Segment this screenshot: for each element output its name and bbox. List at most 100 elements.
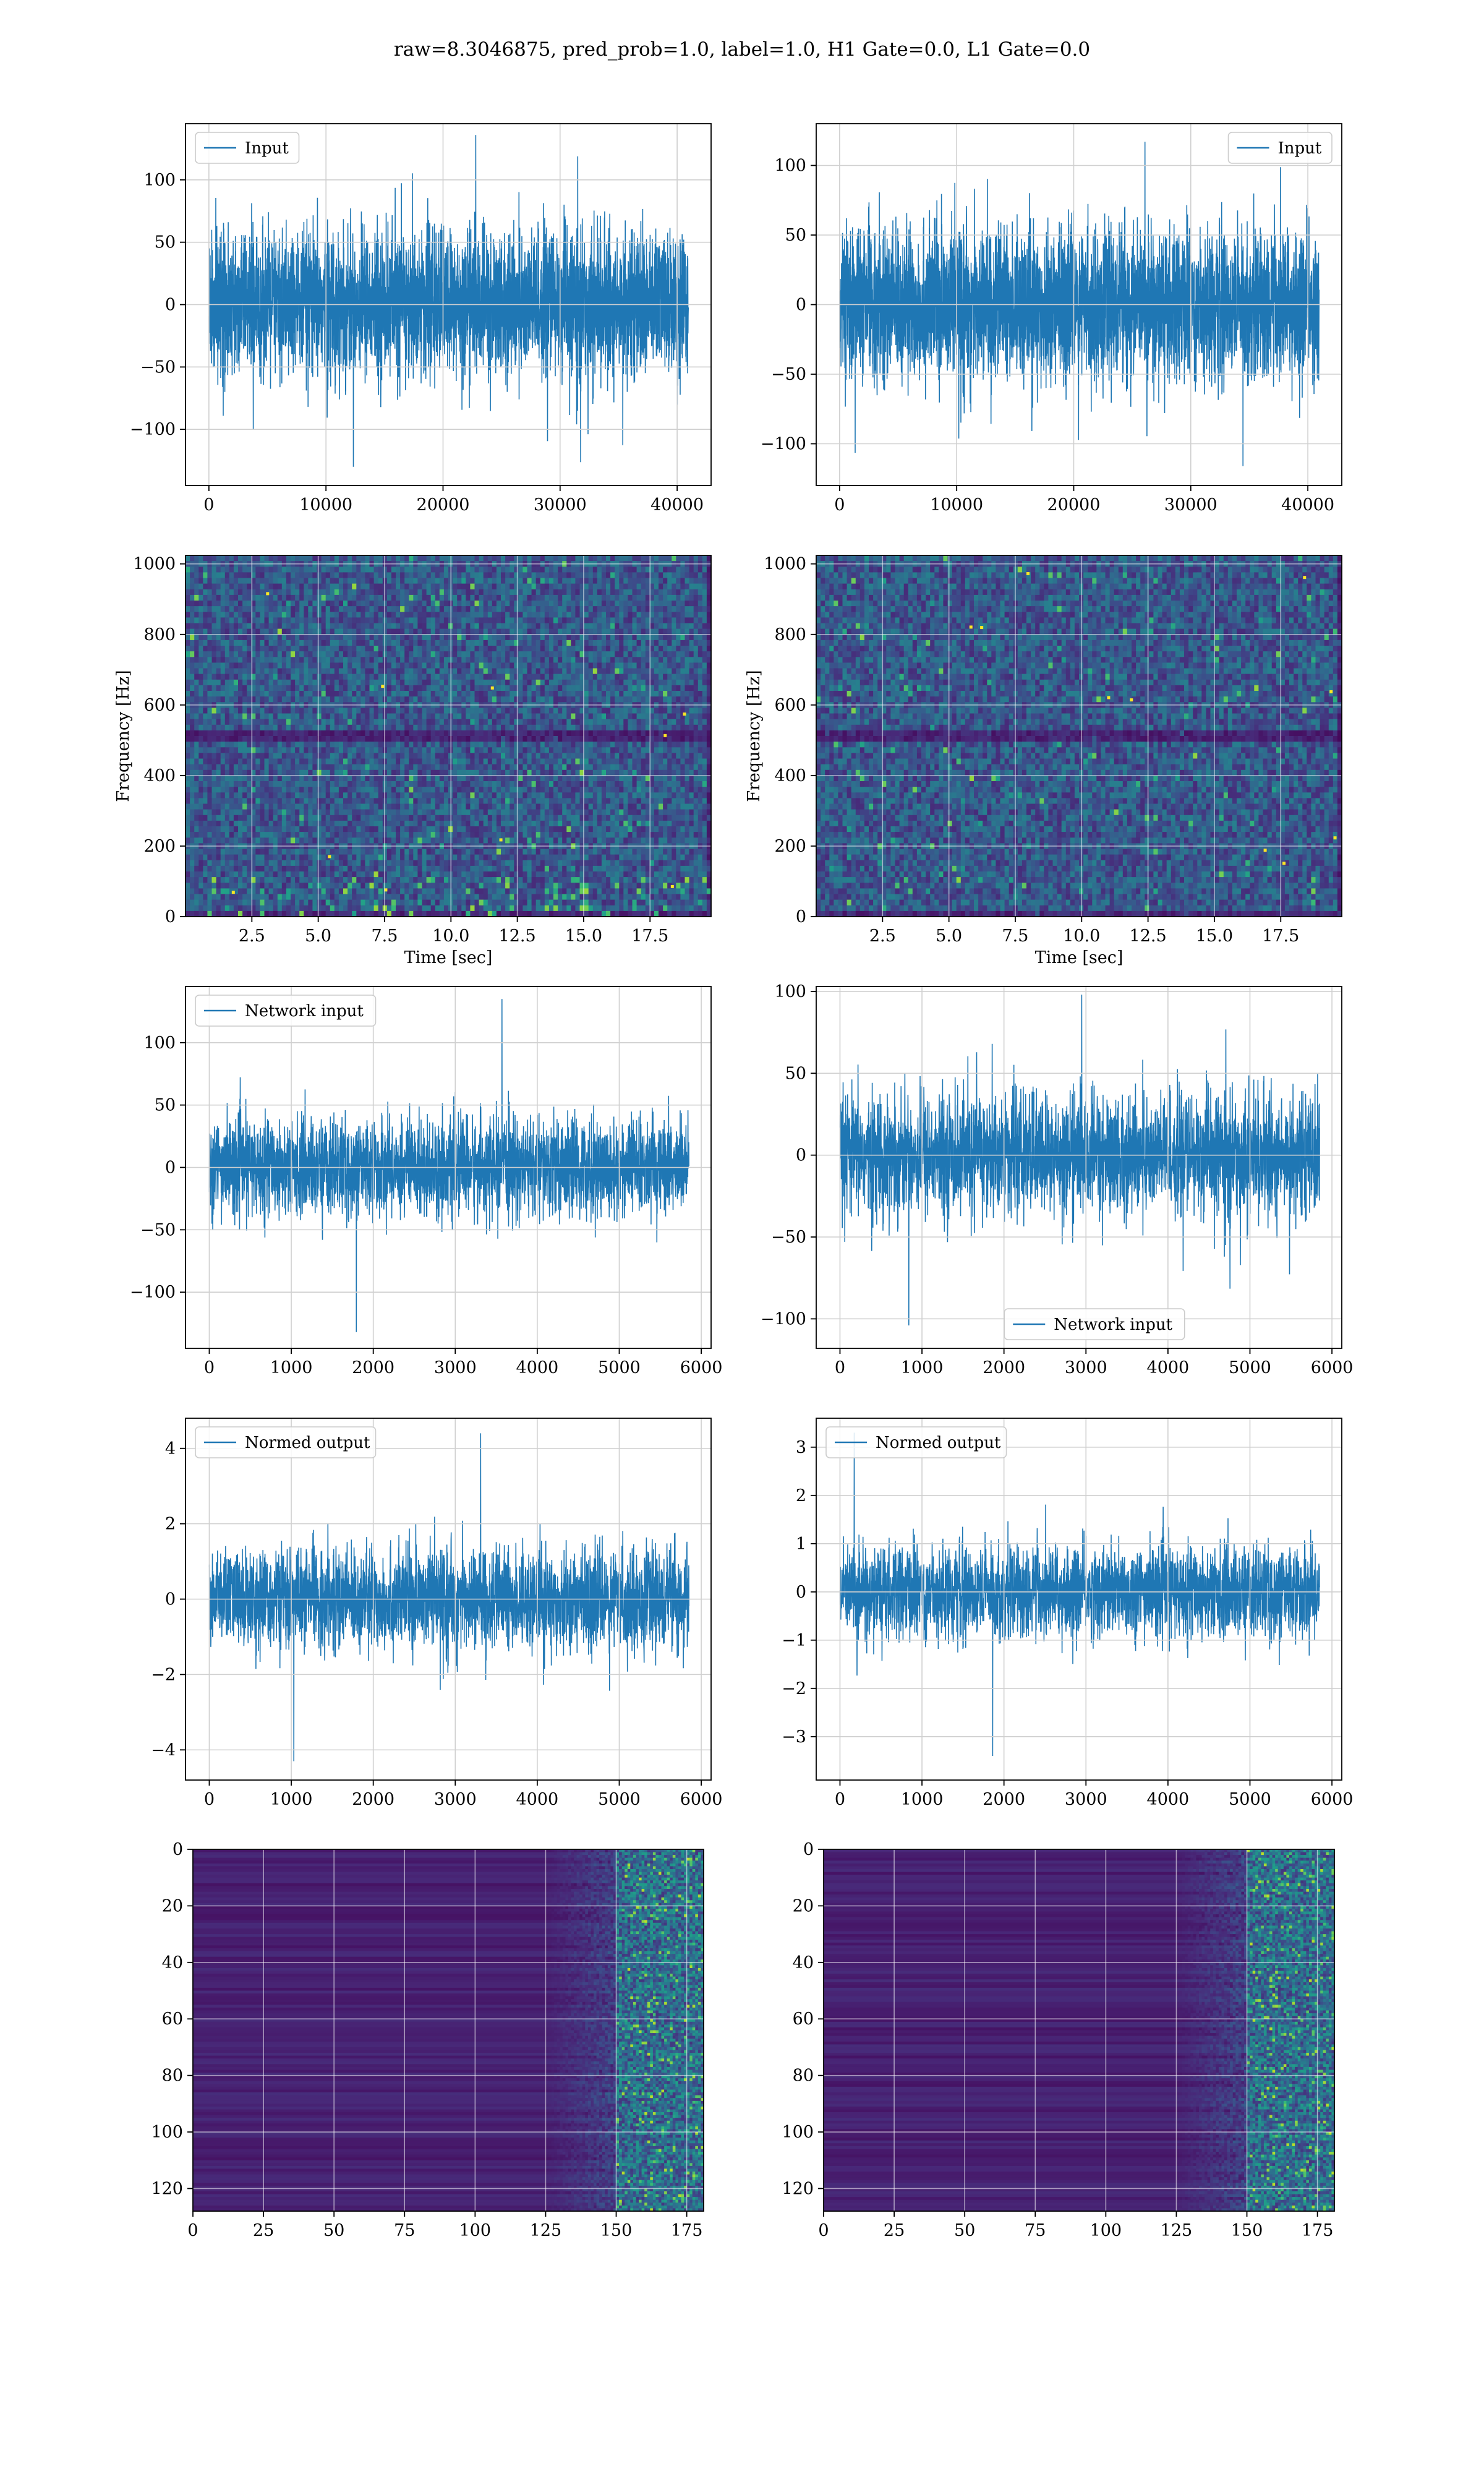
bright-pixel <box>1282 862 1286 865</box>
x-tick-label: 17.5 <box>631 927 668 946</box>
chart-spectrogram-l1: 2.5 5.0 7.5 10.0 12.5 15.0 17.5 0 200 400 600 800 10… <box>744 555 1342 967</box>
x-tick-label: 0 <box>835 1790 845 1809</box>
y-tick-label: 60 <box>793 2010 814 2029</box>
legend-box <box>195 132 300 164</box>
x-tick-label: 4000 <box>516 1358 559 1377</box>
x-tick-label: 125 <box>530 2221 562 2240</box>
y-tick-label: 50 <box>785 226 806 245</box>
y-tick-label: 80 <box>162 2066 183 2086</box>
chart-feature-map-h1: 0 25 50 75 100 125 150 175 0 20 40 60 80 100 120 <box>151 1840 704 2240</box>
x-tick-label: 100 <box>1090 2221 1122 2240</box>
x-tick-label: 50 <box>954 2221 975 2240</box>
bright-pixel <box>969 625 973 629</box>
legend-label: Network input <box>1054 1316 1172 1334</box>
plot-area <box>186 555 711 917</box>
legend: Input <box>1227 132 1333 164</box>
y-tick-label: −100 <box>761 435 806 454</box>
y-axis-label: Frequency [Hz] <box>744 670 764 802</box>
bright-pixel <box>1333 836 1337 840</box>
bright-pixel <box>231 891 235 894</box>
bright-pixel <box>490 686 494 690</box>
x-tick-label: 17.5 <box>1262 927 1299 946</box>
chart-input-h1: 0 10000 20000 30000 40000 −100 −50 0 50 100 Input <box>130 123 712 515</box>
y-tick-label: 200 <box>143 837 176 856</box>
x-tick-label: 1000 <box>901 1790 944 1809</box>
y-tick-label: 4 <box>165 1439 176 1458</box>
heatmap-cells <box>824 1849 1334 2211</box>
x-tick-label: 75 <box>1025 2221 1046 2240</box>
legend-box <box>1227 132 1333 164</box>
x-tick-label: 1000 <box>270 1358 313 1377</box>
x-tick-label: 6000 <box>680 1358 723 1377</box>
x-tick-label: 175 <box>1302 2221 1334 2240</box>
bright-pixel <box>663 734 667 737</box>
y-tick-label: 2 <box>796 1486 806 1505</box>
x-tick-label: 7.5 <box>1002 927 1028 946</box>
y-tick-label: 600 <box>143 696 176 715</box>
x-tick-label: 4000 <box>516 1790 559 1809</box>
y-tick-label: 400 <box>774 766 806 785</box>
legend-box <box>195 1426 377 1458</box>
legend-label: Network input <box>245 1002 364 1021</box>
chart-normed-output-l1: 0 1000 2000 3000 4000 5000 6000 −3 −2 −1 0 1 2 3 Norme… <box>782 1418 1353 1809</box>
x-tick-label: 40000 <box>1281 495 1334 515</box>
y-tick-label: 200 <box>774 837 806 856</box>
y-tick-label: 0 <box>165 296 176 315</box>
axes-frame <box>816 555 1342 917</box>
x-tick-label: 2000 <box>352 1790 394 1809</box>
grid <box>186 1418 711 1780</box>
y-tick-label: 0 <box>165 907 176 927</box>
plot-area <box>208 135 689 467</box>
series-line <box>208 135 689 467</box>
y-tick-label: −50 <box>140 357 176 377</box>
axes-frame <box>816 1418 1342 1781</box>
y-tick-label: 40 <box>162 1953 183 1972</box>
legend-label: Normed output <box>245 1434 370 1452</box>
legend-box <box>195 995 377 1027</box>
x-tick-label: 5.0 <box>936 927 962 946</box>
bright-pixel <box>670 884 674 888</box>
axes-frame <box>192 1849 704 2212</box>
bright-pixel <box>1263 849 1267 852</box>
x-tick-label: 100 <box>459 2221 492 2240</box>
y-tick-label: 0 <box>165 1158 176 1178</box>
x-tick-label: 0 <box>834 495 845 515</box>
x-tick-label: 0 <box>187 2221 198 2240</box>
plot-area <box>839 1432 1320 1757</box>
y-tick-label: −1 <box>782 1631 806 1650</box>
y-tick-label: −50 <box>771 365 806 384</box>
bright-pixel <box>1107 696 1111 700</box>
series-line <box>839 142 1320 466</box>
legend-label: Input <box>1278 139 1322 158</box>
x-tick-label: 3000 <box>1065 1358 1107 1377</box>
x-tick-label: 3000 <box>1065 1790 1107 1809</box>
heatmap-cells <box>193 1849 704 2211</box>
bright-pixel <box>384 888 388 892</box>
x-tick-label: 2.5 <box>869 927 896 946</box>
legend: Input <box>195 132 300 164</box>
y-axis-label: Frequency [Hz] <box>114 670 133 802</box>
x-tick-label: 5.0 <box>305 927 331 946</box>
x-axis-label: Time [sec] <box>404 948 493 967</box>
y-tick-label: 20 <box>162 1896 183 1915</box>
x-tick-label: 2000 <box>352 1358 394 1377</box>
chart-network-input-l1: 0 1000 2000 3000 4000 5000 6000 −100 −50 0 50 100 Ne… <box>761 982 1354 1377</box>
x-tick-label: 1000 <box>901 1358 944 1377</box>
plot-area <box>816 555 1342 917</box>
plot-area <box>208 999 689 1332</box>
x-tick-label: 0 <box>204 1790 215 1809</box>
x-tick-label: 6000 <box>680 1790 723 1809</box>
x-tick-label: 3000 <box>434 1358 477 1377</box>
y-tick-label: 3 <box>796 1438 806 1457</box>
y-tick-label: 80 <box>793 2066 814 2086</box>
y-tick-label: 100 <box>143 1034 176 1053</box>
plot-area <box>824 1849 1334 2211</box>
x-tick-label: 40000 <box>650 495 704 515</box>
x-tick-label: 50 <box>323 2221 344 2240</box>
y-tick-label: 100 <box>774 156 806 176</box>
y-tick-label: 2 <box>165 1515 176 1534</box>
grid <box>816 1418 1342 1780</box>
y-tick-label: −50 <box>771 1228 806 1247</box>
y-tick-label: −100 <box>130 1283 176 1302</box>
